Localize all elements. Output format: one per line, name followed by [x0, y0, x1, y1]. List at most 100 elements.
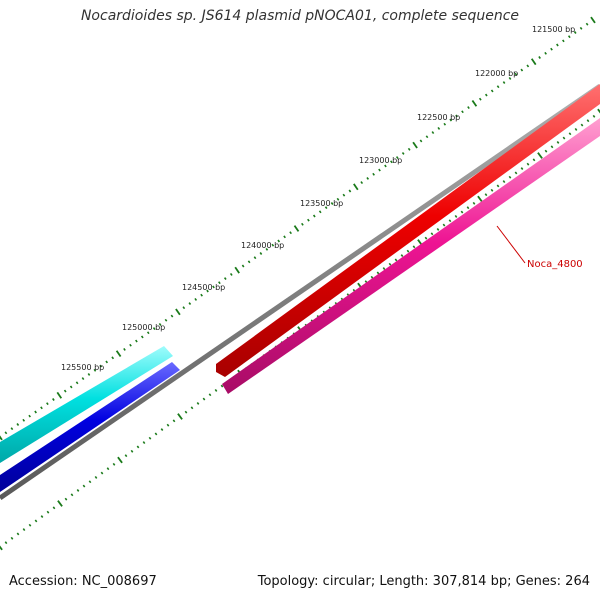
outer-ruler-tick — [353, 183, 359, 191]
outer-ruler-tick — [123, 347, 126, 351]
outer-ruler-tick — [550, 47, 553, 51]
outer-ruler-tick — [526, 64, 530, 68]
outer-ruler-tick — [253, 256, 257, 260]
outer-ruler-tick — [200, 293, 203, 297]
outer-ruler-tick — [146, 331, 150, 335]
tick-label-125500: 125500 bp — [61, 363, 104, 372]
outer-ruler-tick — [514, 72, 518, 76]
outer-ruler-tick — [390, 160, 393, 164]
outer-ruler-tick — [437, 126, 441, 130]
outer-ruler-tick — [324, 206, 328, 210]
outer-ruler-tick — [590, 16, 596, 24]
outer-ruler-tick — [401, 152, 405, 155]
outer-ruler-tick — [585, 22, 589, 26]
outer-ruler-tick — [81, 377, 85, 381]
outer-ruler-tick — [395, 156, 399, 160]
gene-label-noca-4800[interactable]: Noca_4800 — [527, 259, 583, 270]
inner-ruler-tick — [177, 413, 183, 420]
outer-ruler-tick — [573, 31, 577, 34]
outer-ruler-tick — [490, 89, 494, 93]
inner-ruler-tick — [508, 175, 512, 179]
outer-ruler-tick — [140, 335, 144, 339]
outer-ruler-tick — [135, 339, 138, 343]
inner-ruler-tick — [184, 410, 188, 414]
tick-label-123000: 123000 bp — [359, 156, 402, 165]
inner-ruler-tick — [520, 167, 524, 170]
outer-ruler-tick — [538, 56, 541, 59]
outer-ruler-tick — [218, 281, 221, 285]
inner-ruler-tick — [82, 484, 86, 488]
tick-label-121500: 121500 bp — [532, 25, 575, 34]
plasmid-backbone — [0, 83, 600, 501]
inner-ruler-tick — [562, 136, 566, 140]
outer-ruler-tick — [0, 435, 3, 441]
gene-callout-line — [496, 225, 526, 264]
map-title: Nocardioides sp. JS614 plasmid pNOCA01, … — [80, 8, 520, 24]
outer-ruler-tick — [111, 356, 115, 360]
outer-ruler-tick — [283, 235, 286, 239]
inner-ruler-tick — [112, 462, 116, 466]
ruler-labels: 121500 bp 122000 bp 122500 bp 123000 bp … — [61, 25, 575, 372]
outer-ruler-tick — [52, 398, 55, 401]
outer-ruler-tick — [318, 210, 322, 214]
outer-ruler-tick — [461, 110, 464, 114]
inner-ruler-tick — [532, 158, 536, 162]
inner-ruler-tick — [88, 480, 92, 484]
red-cds-feature[interactable] — [216, 84, 600, 377]
outer-ruler-tick — [4, 431, 8, 435]
outer-ruler-tick — [259, 252, 263, 255]
outer-ruler-tick — [412, 141, 418, 149]
inner-ruler-tick — [544, 149, 548, 153]
outer-ruler-tick — [455, 114, 458, 118]
inner-ruler-tick — [94, 475, 98, 479]
inner-ruler-tick — [472, 201, 476, 205]
outer-ruler-tick — [384, 164, 387, 168]
outer-ruler-tick — [10, 427, 14, 431]
outer-ruler-tick — [425, 135, 429, 139]
outer-ruler-tick — [312, 214, 316, 218]
outer-ruler-tick — [265, 247, 269, 251]
inner-ruler-tick — [100, 471, 104, 475]
inner-ruler-tick — [568, 132, 572, 136]
outer-ruler-tick — [170, 314, 174, 318]
outer-ruler-tick — [449, 118, 453, 122]
pink-cds-feature[interactable] — [222, 118, 600, 394]
outer-ruler-tick — [378, 168, 381, 172]
outer-ruler-tick — [407, 147, 411, 151]
outer-ruler-tick — [158, 322, 162, 326]
outer-ruler — [0, 16, 596, 441]
outer-ruler-tick — [206, 289, 209, 293]
inner-ruler-tick — [394, 258, 398, 262]
inner-ruler-tick — [412, 245, 416, 249]
inner-ruler-tick — [580, 123, 584, 127]
tick-label-125000: 125000 bp — [122, 323, 165, 332]
inner-ruler-tick — [388, 262, 392, 266]
outer-ruler-tick — [520, 68, 524, 72]
outer-ruler-tick — [556, 43, 559, 47]
outer-ruler-tick — [229, 272, 233, 276]
outer-ruler-tick — [567, 35, 571, 39]
inner-ruler-tick — [124, 454, 128, 458]
inner-ruler-tick — [556, 141, 560, 144]
inner-ruler-tick — [76, 489, 80, 492]
inner-ruler-tick — [136, 445, 140, 449]
inner-ruler-tick — [597, 108, 600, 114]
inner-ruler-tick — [484, 193, 488, 197]
inner-ruler-tick — [364, 280, 368, 284]
outer-ruler-tick — [40, 406, 43, 410]
outer-ruler-tick — [247, 260, 251, 264]
outer-ruler-tick — [152, 327, 156, 331]
inner-ruler-tick — [16, 532, 20, 536]
inner-ruler-tick — [376, 271, 380, 275]
outer-ruler-tick — [63, 389, 67, 393]
cyan-cds-feature[interactable] — [0, 346, 173, 463]
outer-ruler-tick — [419, 139, 423, 143]
outer-ruler-tick — [188, 302, 192, 305]
inner-ruler-tick — [142, 441, 146, 445]
outer-ruler-tick — [212, 285, 215, 289]
outer-ruler-tick — [69, 385, 73, 389]
tick-label-123500: 123500 bp — [300, 199, 343, 208]
inner-ruler-tick — [52, 506, 56, 510]
blue-cds-feature[interactable] — [0, 362, 180, 492]
inner-ruler-tick — [28, 523, 32, 527]
